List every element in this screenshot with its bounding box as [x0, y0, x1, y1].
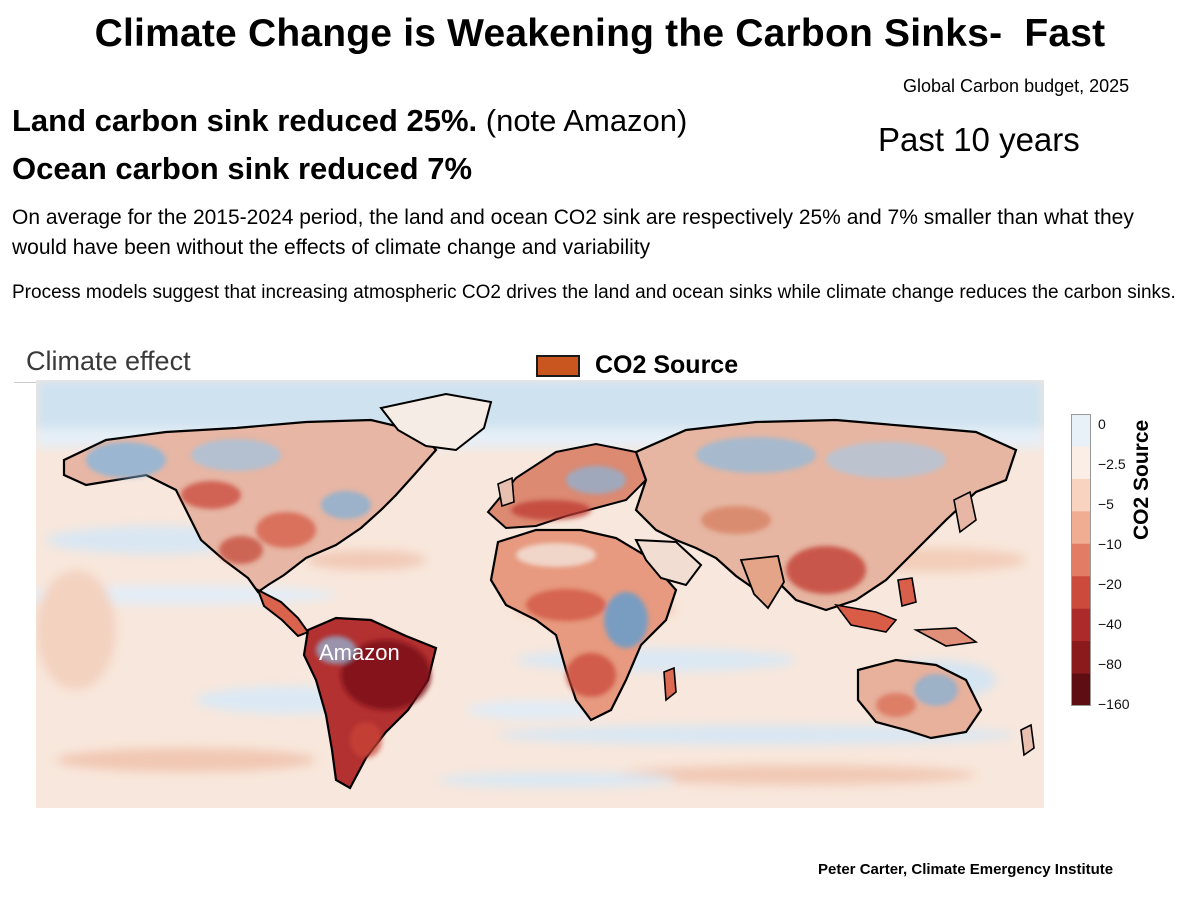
- slide-title: Climate Change is Weakening the Carbon S…: [94, 12, 1106, 55]
- colorbar-segment: [1071, 673, 1091, 706]
- paragraph-process-models: Process models suggest that increasing a…: [12, 282, 1176, 303]
- headline-land-bold: Land carbon sink reduced 25%.: [12, 103, 478, 138]
- new-zealand: [1020, 723, 1035, 757]
- colorbar-segment: [1071, 576, 1091, 610]
- colorbar: [1071, 414, 1091, 706]
- colorbar-tick-label: −5: [1098, 496, 1114, 512]
- colorbar-tick-label: −40: [1098, 616, 1122, 632]
- colorbar-tick-label: −2.5: [1098, 456, 1126, 472]
- colorbar-tick-label: −20: [1098, 576, 1122, 592]
- colorbar-segment: [1071, 543, 1091, 577]
- philippines: [897, 577, 917, 608]
- world-map: [36, 380, 1044, 808]
- colorbar-segment: [1071, 446, 1091, 480]
- source-credit: Global Carbon budget, 2025: [903, 76, 1130, 96]
- colorbar-frame: [1071, 414, 1091, 706]
- colorbar-tick-label: 0: [1098, 416, 1106, 432]
- legend-label: CO2 Source: [595, 351, 739, 379]
- africa: [489, 528, 678, 722]
- japan: [953, 490, 977, 534]
- map-panel-label-box: Climate effect: [14, 340, 250, 383]
- map-panel-label: Climate effect: [26, 346, 191, 376]
- greenland: [379, 392, 493, 452]
- colorbar-segment: [1071, 478, 1091, 512]
- colorbar-segment: [1071, 608, 1091, 642]
- colorbar-tick-label: −10: [1098, 536, 1122, 552]
- uk: [497, 476, 515, 508]
- amazon-label: Amazon: [319, 640, 400, 665]
- colorbar-tick-label: −80: [1098, 656, 1122, 672]
- headline-land-note: (note Amazon): [477, 103, 688, 138]
- paragraph-summary: On average for the 2015-2024 period, the…: [12, 206, 1134, 259]
- past-years-label: Past 10 years: [878, 121, 1080, 158]
- colorbar-segment: [1071, 641, 1091, 675]
- colorbar-title: CO2 Source: [1130, 419, 1153, 540]
- colorbar-segment: [1071, 511, 1091, 545]
- new-guinea: [913, 627, 979, 647]
- colorbar-tick-label: −160: [1098, 696, 1130, 712]
- india: [739, 555, 785, 610]
- headline-ocean: Ocean carbon sink reduced 7%: [12, 151, 473, 186]
- legend-swatch: [536, 355, 580, 377]
- arabia: [634, 538, 703, 587]
- land-anomaly-pattern: [86, 437, 958, 758]
- indonesia: [834, 603, 898, 633]
- central-america: [256, 587, 310, 638]
- headline-land: Land carbon sink reduced 25%. (note Amaz…: [12, 103, 687, 139]
- madagascar: [663, 666, 677, 702]
- colorbar-segment: [1071, 414, 1091, 447]
- footer-credit: Peter Carter, Climate Emergency Institut…: [818, 861, 1114, 878]
